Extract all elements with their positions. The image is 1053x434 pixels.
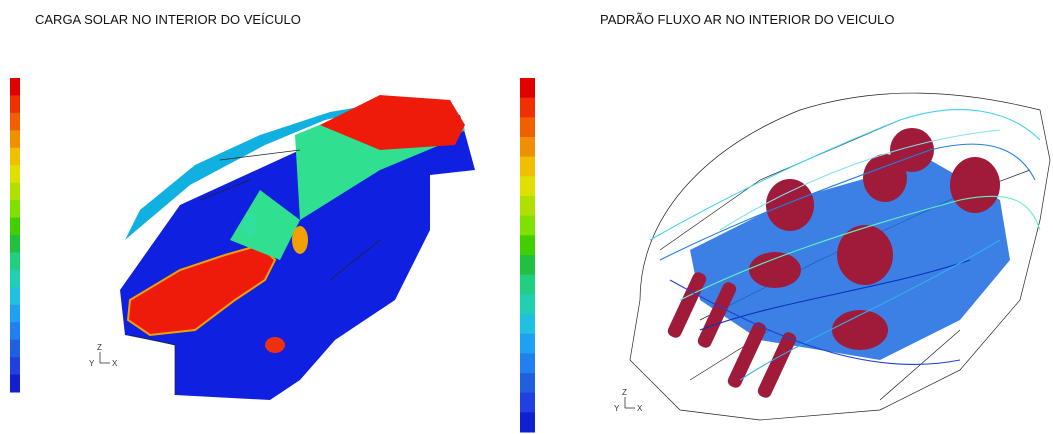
color-step xyxy=(520,255,535,275)
color-step xyxy=(10,200,20,218)
hot-spot xyxy=(244,213,256,237)
color-step xyxy=(10,270,20,288)
color-step xyxy=(10,165,20,183)
color-step xyxy=(10,322,20,340)
color-step xyxy=(10,340,20,358)
color-step xyxy=(520,235,535,255)
color-step xyxy=(520,98,535,118)
color-step xyxy=(520,137,535,157)
color-step xyxy=(520,294,535,314)
axis-label: Y xyxy=(89,359,95,368)
color-bar xyxy=(10,78,20,393)
occupant xyxy=(832,310,888,350)
color-step xyxy=(10,113,20,131)
color-step xyxy=(520,314,535,334)
axis-label: Z xyxy=(97,343,102,352)
panel-title: PADRÃO FLUXO AR NO INTERIOR DO VEICULO xyxy=(600,12,894,27)
panel-title: CARGA SOLAR NO INTERIOR DO VEÍCULO xyxy=(35,12,301,27)
axis-label: Z xyxy=(622,388,627,397)
occupant xyxy=(749,252,801,288)
color-step xyxy=(520,216,535,236)
color-step xyxy=(520,393,535,413)
occupant xyxy=(766,179,814,231)
color-step xyxy=(10,357,20,375)
color-step xyxy=(520,373,535,393)
color-step xyxy=(10,235,20,253)
color-step xyxy=(520,275,535,295)
color-step xyxy=(520,157,535,177)
color-step xyxy=(10,148,20,166)
color-step xyxy=(520,334,535,354)
axis-label: Y xyxy=(614,404,620,413)
color-step xyxy=(10,95,20,113)
page: CARGA SOLAR NO INTERIOR DO VEÍCULO PADRÃ… xyxy=(0,0,1053,434)
hot-spot xyxy=(292,226,308,254)
color-step xyxy=(10,130,20,148)
airflow-model xyxy=(630,93,1050,420)
occupant xyxy=(950,157,1000,213)
color-step xyxy=(10,218,20,236)
color-bar xyxy=(520,78,535,433)
color-step xyxy=(10,287,20,305)
figure: CARGA SOLAR NO INTERIOR DO VEÍCULO PADRÃ… xyxy=(0,0,1053,434)
color-step xyxy=(10,305,20,323)
color-step xyxy=(10,78,20,96)
color-step xyxy=(520,78,535,98)
axis-triad: Y Z X xyxy=(614,388,643,413)
color-step xyxy=(520,353,535,373)
color-step xyxy=(520,176,535,196)
color-step xyxy=(520,196,535,216)
axis-label: X xyxy=(112,359,118,368)
color-step xyxy=(520,412,535,432)
axis-label: X xyxy=(637,404,643,413)
hot-spot xyxy=(265,337,285,353)
color-step xyxy=(520,117,535,137)
color-step xyxy=(10,252,20,270)
solar-load-model xyxy=(120,95,475,400)
color-step xyxy=(10,375,20,393)
axis-triad: Y Z X xyxy=(89,343,118,368)
color-step xyxy=(10,183,20,201)
